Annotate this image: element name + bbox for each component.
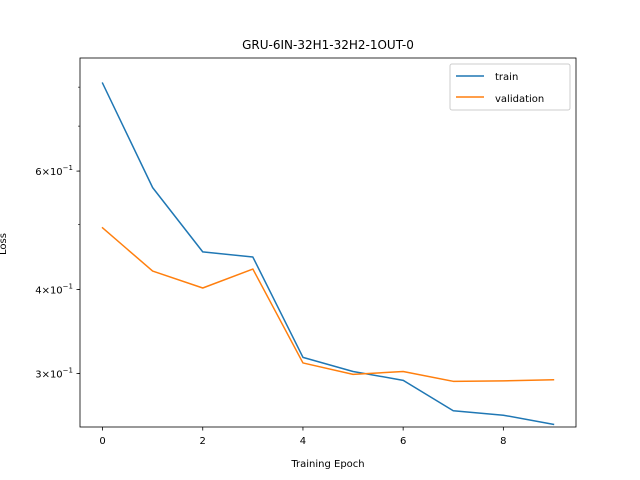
chart-title: GRU-6IN-32H1-32H2-1OUT-0 [242, 38, 414, 52]
y-tick-label: 4×10−1 [35, 282, 73, 296]
x-tick-label: 8 [500, 436, 506, 447]
y-axis-label: Loss [0, 233, 9, 255]
plot-background [80, 58, 576, 427]
y-tick-label: 6×10−1 [35, 164, 73, 178]
series-line-train [101, 82, 555, 426]
legend: train validation [449, 63, 571, 111]
y-axis: 3×10−1 4×10−1 6×10−1 [35, 86, 80, 380]
x-axis: 0 2 4 6 8 [99, 427, 507, 447]
series-layer [101, 82, 555, 426]
y-tick-label: 3×10−1 [35, 366, 73, 380]
x-tick-label: 6 [400, 436, 406, 447]
x-tick-label: 4 [300, 436, 306, 447]
plot-area [79, 57, 577, 428]
x-tick-label: 2 [200, 436, 206, 447]
series-line-validation [101, 226, 555, 383]
legend-label-train: train [495, 72, 518, 83]
legend-label-validation: validation [495, 94, 544, 105]
x-axis-label: Training Epoch [290, 459, 364, 470]
x-tick-label: 0 [99, 436, 105, 447]
plot-frame [79, 57, 577, 428]
